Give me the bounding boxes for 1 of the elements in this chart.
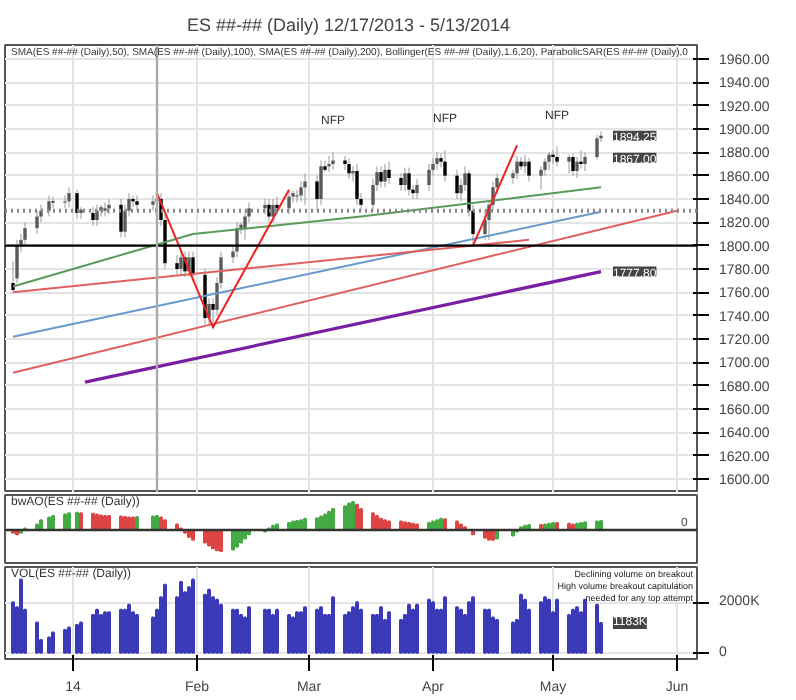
chart-title: ES ##-## (Daily) 12/17/2013 - 5/13/2014 — [186, 15, 511, 35]
